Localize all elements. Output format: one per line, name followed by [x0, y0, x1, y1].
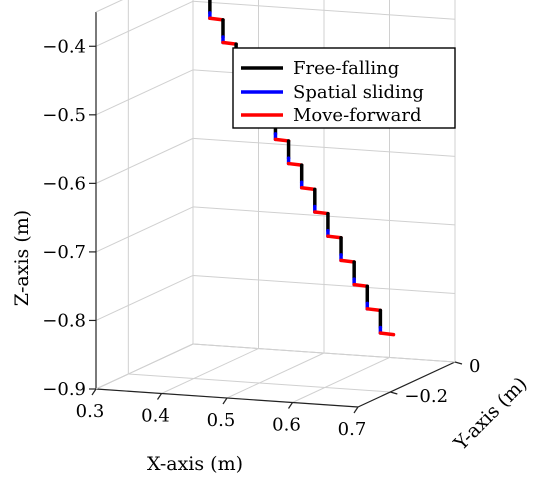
back-wall-grid-z	[192, 206, 456, 226]
move-forward-segment	[352, 282, 370, 288]
x-tick-label: 0.7	[338, 419, 367, 440]
y-axis-line	[357, 361, 456, 408]
move-forward-segment	[339, 258, 356, 264]
move-forward-segment	[326, 234, 343, 240]
z-axis-label: Z-axis (m)	[11, 210, 33, 306]
floor-grid-x	[226, 352, 325, 399]
x-tick-label: 0.6	[272, 415, 301, 436]
legend-label-move-forward: Move-forward	[293, 105, 422, 126]
z-tick-label: −0.8	[42, 310, 86, 331]
side-wall-grid-z	[95, 0, 194, 47]
back-wall-grid-z	[192, 0, 456, 20]
x-tick-label: 0.3	[76, 401, 105, 422]
y-axis-label: Y-axis (m)	[449, 373, 531, 455]
x-tick-mark	[91, 388, 97, 396]
z-tick-label: −0.6	[42, 173, 86, 194]
move-forward-segment	[208, 16, 225, 22]
x-tick-label: 0.4	[141, 406, 170, 427]
move-forward-segment	[365, 307, 383, 313]
floor-grid-x	[161, 348, 259, 394]
x-axis-label: X-axis (m)	[147, 453, 243, 475]
x-tick-label: 0.5	[207, 410, 236, 431]
y-tick-mark	[390, 391, 398, 395]
move-forward-segment	[378, 331, 396, 337]
x-tick-mark	[222, 397, 228, 405]
x-tick-mark	[157, 393, 162, 400]
move-forward-segment	[273, 137, 291, 143]
y-tick-label: −0.2	[404, 386, 448, 407]
move-forward-segment	[286, 161, 304, 167]
y-tick-label: 0	[469, 356, 480, 377]
z-tick-label: −0.4	[42, 36, 86, 57]
move-forward-segment	[299, 186, 317, 192]
legend-label-spatial-sliding: Spatial sliding	[293, 82, 424, 103]
back-wall-grid-z	[192, 274, 456, 294]
floor-back-edge	[95, 343, 194, 390]
side-wall-grid-z	[95, 69, 194, 116]
back-wall-grid-z	[192, 137, 456, 157]
z-tick-label: −0.9	[42, 379, 86, 400]
y-tick-mark	[454, 361, 463, 365]
x-tick-mark	[353, 406, 359, 414]
side-wall-grid-z	[95, 275, 194, 321]
top-side-edge	[95, 0, 124, 13]
z-tick-label: −0.7	[42, 242, 86, 263]
floor-grid-x	[292, 357, 390, 403]
legend: Free-falling Spatial sliding Move-forwar…	[232, 47, 456, 129]
move-forward-segment	[221, 40, 238, 46]
side-wall-grid-z	[95, 206, 194, 253]
tick-layer: 0.3 0.4 0.5 0.6 0.7 −0.9 −0.8 −0.7 −0.6 −0.5 −0.4 −…	[42, 36, 480, 440]
z-tick-label: −0.5	[42, 105, 86, 126]
x-tick-mark	[288, 402, 293, 409]
side-wall-grid-z	[95, 137, 194, 184]
floor-far-edge	[192, 343, 456, 363]
floor-grid-y	[128, 373, 391, 393]
move-forward-segment	[313, 210, 330, 216]
legend-label-free-falling: Free-falling	[293, 58, 399, 79]
